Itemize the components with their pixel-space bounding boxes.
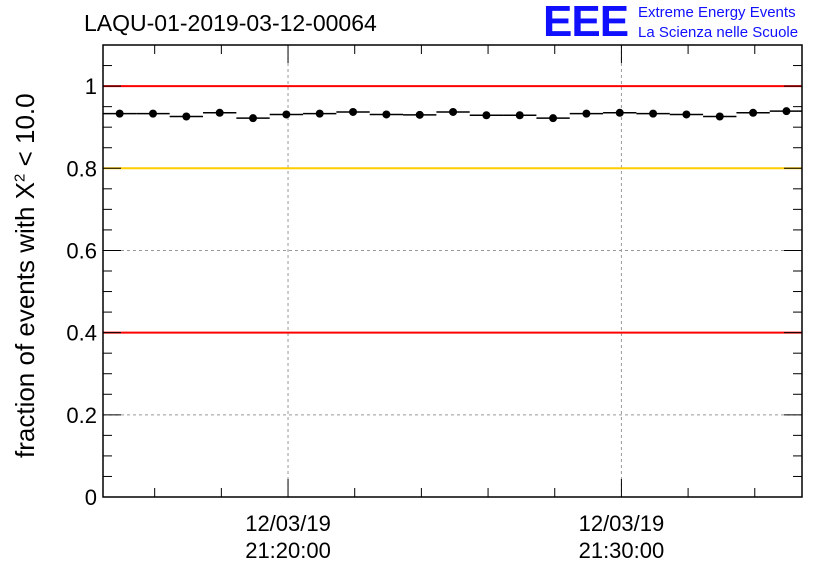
x-tick-label-time: 21:20:00 [245,538,331,563]
chart-title: LAQU-01-2019-03-12-00064 [84,10,377,36]
data-point [536,114,570,123]
data-point-marker [515,111,524,120]
y-tick-label: 0.6 [66,238,97,263]
data-point-marker [449,107,458,116]
data-point-marker [782,107,791,116]
y-tick-label: 0.2 [66,403,97,428]
data-point [469,111,504,120]
data-point [303,109,337,118]
data-point [603,108,637,117]
data-point [236,114,270,123]
data-point-marker [549,114,558,123]
data-point-marker [749,108,758,117]
data-point [569,109,604,118]
data-point-marker [482,111,491,120]
eee-logo: EEE [543,0,629,46]
data-point-marker [582,109,591,118]
y-tick-label: 0.8 [66,156,97,181]
data-point [769,107,802,116]
y-tick-label: 0.4 [66,321,97,346]
data-point [503,111,537,120]
chi-symbol: X [10,181,40,199]
data-point [403,110,437,119]
data-point-marker [415,110,424,119]
data-point [436,107,470,116]
data-point-marker [615,108,624,117]
x-tick-label-date: 12/03/19 [245,511,331,536]
data-point [136,109,170,118]
y-axis-label-prefix: fraction of events with [10,198,40,458]
data-point-marker [115,109,124,118]
data-point-marker [649,109,658,118]
data-point-marker [249,114,258,123]
data-point [203,108,237,117]
x-tick-label-date: 12/03/19 [579,511,665,536]
logo-line-2: La Scienza nelle Scuole [638,24,799,41]
data-point-marker [282,110,291,119]
chi-exponent: 2 [11,173,29,182]
data-point [269,110,304,119]
y-axis-label-suffix: < 10.0 [10,92,40,174]
data-point [103,109,137,118]
data-point [669,110,704,119]
data-point-marker [182,112,191,121]
x-tick-label-time: 21:30:00 [579,538,665,563]
y-axis-label: fraction of events with X2 < 10.0 [10,93,41,458]
data-point-marker [315,109,324,118]
y-tick-label: 1 [85,74,97,99]
data-point [369,110,404,119]
data-point [703,112,737,121]
data-point [736,108,770,117]
data-point-marker [149,109,158,118]
data-point [169,112,204,121]
data-point-marker [215,108,224,117]
data-point [636,109,670,118]
data-point-marker [382,110,391,119]
data-point [336,107,370,116]
data-point-marker [682,110,691,119]
data-point-marker [349,107,358,116]
data-point-marker [715,112,724,121]
y-tick-label: 0 [85,485,97,510]
logo-line-1: Extreme Energy Events [638,4,796,21]
